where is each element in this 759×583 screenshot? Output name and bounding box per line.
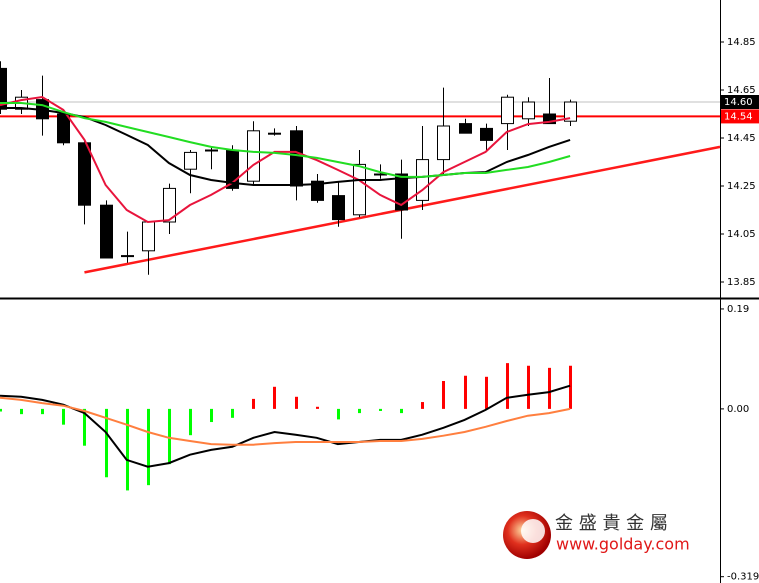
histogram-bar	[20, 408, 23, 415]
candle-body	[268, 132, 281, 135]
histogram-bar	[147, 408, 150, 486]
histogram-bar	[295, 396, 298, 409]
histogram-bar	[105, 408, 108, 478]
histogram-bar	[41, 408, 44, 415]
candle-body	[543, 113, 556, 125]
candle-body	[564, 101, 577, 122]
histogram-bar	[379, 408, 382, 411]
histogram-bar	[442, 381, 445, 409]
y-tick-label: 14.85	[727, 37, 756, 48]
candle-body	[501, 96, 514, 125]
candle-body	[522, 101, 535, 120]
level-label-box	[721, 109, 759, 124]
histogram-bar	[126, 408, 129, 491]
histogram-bar	[210, 408, 213, 423]
y-tick-label: 13.85	[727, 277, 756, 288]
candle-body	[437, 125, 450, 161]
indicator-line	[0, 384, 571, 468]
histogram-bar	[337, 408, 340, 420]
candle-body	[121, 255, 134, 258]
y-tick-label: -0.319	[727, 572, 759, 583]
histogram-bar	[548, 367, 551, 409]
candle-body	[184, 151, 197, 170]
candle-body	[416, 159, 429, 201]
y-tick-label: 0.19	[727, 304, 749, 315]
candle-body	[480, 127, 493, 141]
histogram-bar	[231, 408, 234, 418]
candle-body	[57, 113, 70, 144]
y-tick-label: 14.65	[727, 85, 756, 96]
candle-body	[100, 204, 113, 259]
histogram-bar	[62, 408, 65, 425]
candle-body	[163, 187, 176, 223]
histogram-bar	[400, 408, 403, 414]
histogram-bar	[252, 398, 255, 409]
candle-body	[353, 163, 366, 216]
watermark: 金 盛 貴 金 屬 www.golday.com	[503, 511, 690, 559]
candle-body	[78, 142, 91, 206]
candle-body	[395, 173, 408, 211]
price-label-box	[721, 95, 759, 109]
histogram-bar	[506, 363, 509, 409]
y-tick-label: 14.25	[727, 181, 756, 192]
histogram-bar	[273, 386, 276, 409]
candle-body	[290, 130, 303, 187]
y-tick-label: 14.05	[727, 229, 756, 240]
y-tick-label: 0.00	[727, 404, 749, 415]
candle-body	[205, 149, 218, 152]
candle-body	[332, 195, 345, 221]
histogram-bar	[464, 375, 467, 409]
watermark-name: 金 盛 貴 金 屬	[555, 513, 668, 534]
histogram-bar	[485, 376, 488, 409]
level-label: 14.54	[724, 111, 753, 122]
histogram-bar	[0, 408, 2, 412]
indicator-line	[0, 102, 571, 178]
watermark-url: www.golday.com	[556, 535, 690, 554]
candle-body	[459, 123, 472, 134]
histogram-bar	[168, 408, 171, 465]
candle-body	[0, 67, 7, 110]
candle-body	[142, 221, 155, 252]
histogram-bar	[83, 408, 86, 446]
indicator-line	[0, 396, 571, 446]
indicator-line	[0, 95, 571, 224]
histogram-bar	[527, 365, 530, 409]
price-label: 14.60	[724, 97, 753, 108]
candle-body	[311, 180, 324, 201]
y-tick-label: 14.45	[727, 133, 756, 144]
histogram-bar	[569, 365, 572, 409]
histogram-bar	[316, 406, 319, 409]
histogram-bar	[421, 402, 424, 409]
candle-body	[247, 130, 260, 182]
logo-inner	[521, 519, 545, 543]
histogram-bar	[358, 408, 361, 414]
histogram-bar	[189, 408, 192, 436]
